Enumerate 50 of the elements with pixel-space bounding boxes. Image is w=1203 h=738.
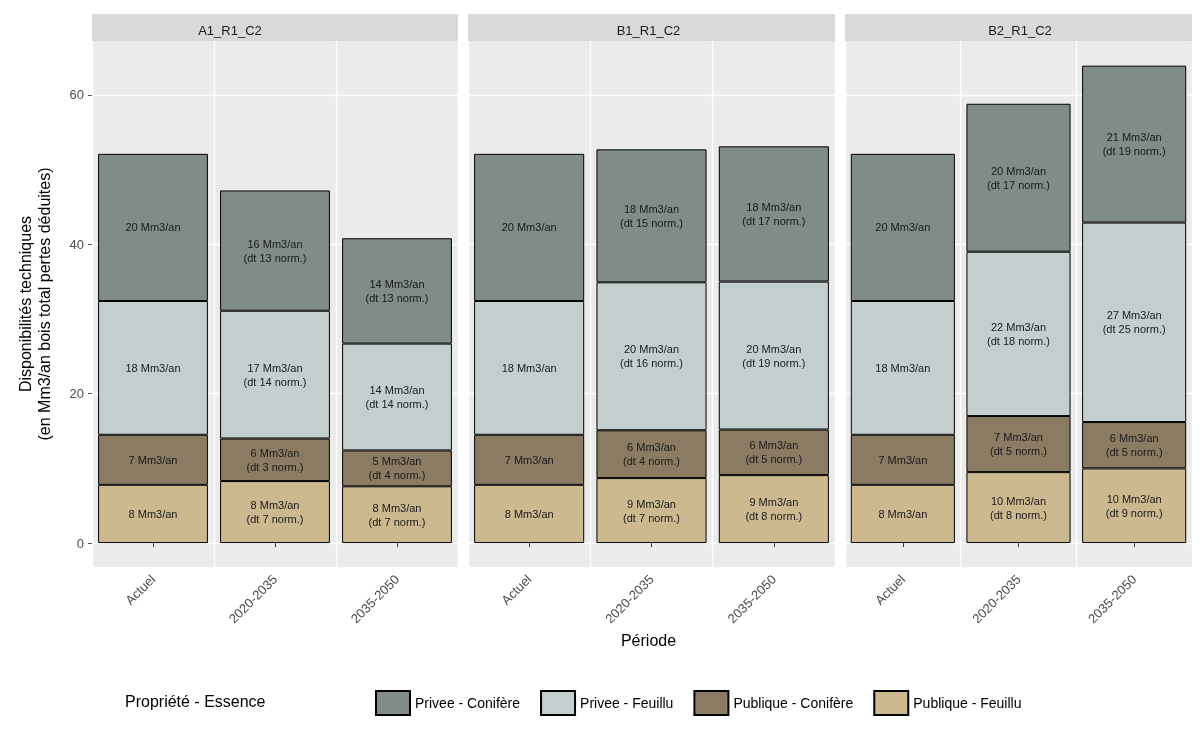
y-tick-label: 40 bbox=[69, 236, 84, 252]
data-label: 8 Mm3/an (dt 7 norm.) bbox=[368, 501, 426, 528]
data-label: 7 Mm3/an (dt 5 norm.) bbox=[990, 431, 1047, 458]
data-label: 18 Mm3/an bbox=[125, 361, 181, 374]
data-label: 20 Mm3/an bbox=[875, 221, 931, 234]
chart-title: A1_R1_C2 bbox=[198, 23, 262, 38]
data-label: 20 Mm3/an (dt 19 norm.) bbox=[742, 342, 806, 369]
x-axis-title: Période bbox=[620, 631, 677, 649]
y-tick-label: 20 bbox=[69, 386, 84, 402]
data-label: 20 Mm3/an (dt 16 norm.) bbox=[620, 343, 683, 370]
data-label: 6 Mm3/an (dt 3 norm.) bbox=[246, 446, 304, 473]
data-label: 20 Mm3/an bbox=[501, 221, 557, 234]
data-label: 8 Mm3/an bbox=[128, 507, 178, 520]
chart-title: B1_R1_C2 bbox=[616, 23, 681, 38]
y-tick-label: 60 bbox=[69, 87, 84, 103]
data-label: 6 Mm3/an (dt 4 norm.) bbox=[623, 441, 680, 468]
data-label: 18 Mm3/an (dt 15 norm.) bbox=[620, 202, 683, 229]
chart-title: B2_R1_C2 bbox=[988, 23, 1052, 38]
data-label: 18 Mm3/an (dt 17 norm.) bbox=[742, 200, 806, 227]
data-label: 20 Mm3/an bbox=[125, 221, 181, 234]
data-label: 18 Mm3/an bbox=[501, 361, 557, 374]
data-label: 18 Mm3/an bbox=[875, 361, 931, 374]
data-label: 9 Mm3/an (dt 7 norm.) bbox=[623, 497, 680, 524]
data-label: 10 Mm3/an (dt 8 norm.) bbox=[990, 494, 1047, 521]
data-label: 17 Mm3/an (dt 14 norm.) bbox=[243, 361, 307, 388]
legend-label: Publique - Feuillu bbox=[913, 695, 1022, 711]
data-label: 10 Mm3/an (dt 9 norm.) bbox=[1105, 492, 1163, 519]
y-axis-title: Disponibilités techniques (en Mm3/an bois total pertes déduites) bbox=[17, 167, 53, 441]
legend-label: Privee - Feuillu bbox=[580, 695, 674, 711]
legend-label: Publique - Conifère bbox=[733, 695, 854, 711]
data-label: 8 Mm3/an bbox=[504, 507, 554, 520]
data-label: 20 Mm3/an (dt 17 norm.) bbox=[987, 164, 1050, 191]
data-label: 7 Mm3/an bbox=[878, 453, 928, 466]
data-label: 27 Mm3/an (dt 25 norm.) bbox=[1102, 309, 1166, 336]
data-label: 8 Mm3/an (dt 7 norm.) bbox=[246, 499, 304, 526]
data-label: 22 Mm3/an (dt 18 norm.) bbox=[987, 320, 1050, 347]
data-label: 21 Mm3/an (dt 19 norm.) bbox=[1102, 131, 1166, 158]
legend-label: Privee - Conifère bbox=[415, 695, 521, 711]
data-label: 16 Mm3/an (dt 13 norm.) bbox=[243, 237, 307, 264]
y-tick-label: 0 bbox=[76, 535, 84, 551]
data-label: 6 Mm3/an (dt 5 norm.) bbox=[745, 439, 803, 466]
data-label: 14 Mm3/an (dt 14 norm.) bbox=[365, 384, 429, 411]
data-label: 7 Mm3/an bbox=[504, 453, 554, 466]
data-label: 14 Mm3/an (dt 13 norm.) bbox=[365, 277, 429, 304]
data-label: 9 Mm3/an (dt 8 norm.) bbox=[745, 496, 803, 523]
data-label: 8 Mm3/an bbox=[878, 507, 928, 520]
data-label: 5 Mm3/an (dt 4 norm.) bbox=[368, 455, 426, 482]
legend-title: Propriété - Essence bbox=[125, 692, 266, 710]
data-label: 6 Mm3/an (dt 5 norm.) bbox=[1105, 432, 1163, 459]
data-label: 7 Mm3/an bbox=[128, 453, 178, 466]
